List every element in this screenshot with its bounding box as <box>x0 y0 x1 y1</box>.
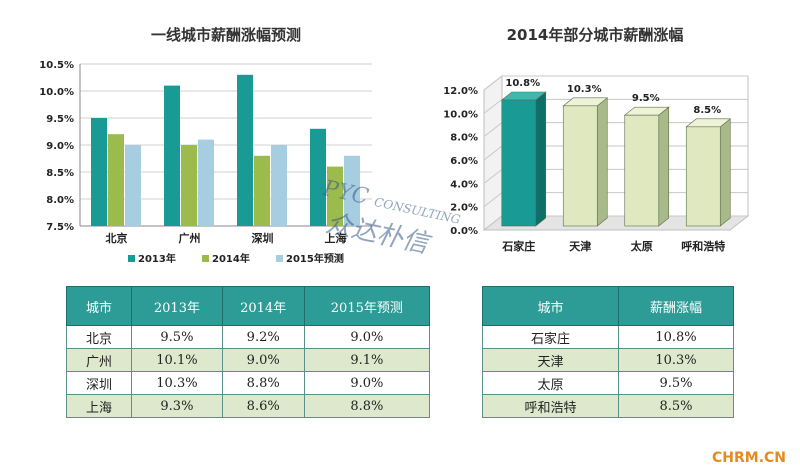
table-cell: 9.5% <box>131 325 223 349</box>
y-tick-label: 10.0% <box>443 109 478 120</box>
bar <box>562 105 598 227</box>
table-cell: 石家庄 <box>482 325 619 349</box>
right-3d-bar-chart: 2014年部分城市薪酬涨幅 0.0% 2.0% 4.0% 6.0% 8.0% 10.0% 12… <box>443 26 750 253</box>
table-cell: 10.3% <box>617 348 735 372</box>
table-cell: 9.0% <box>303 371 431 395</box>
bar <box>181 145 197 226</box>
table-row: 上海 9.3% 8.6% 8.8% <box>65 394 431 418</box>
y-tick-label: 4.0% <box>450 179 478 190</box>
table-cell: 呼和浩特 <box>482 394 619 418</box>
data-label: 10.3% <box>567 84 602 95</box>
y-tick-label: 8.5% <box>46 168 74 179</box>
x-tick-label: 北京 <box>106 231 128 245</box>
legend-label: 2013年 <box>138 252 176 265</box>
bar <box>254 155 270 226</box>
table-header: 薪酬涨幅 <box>617 286 735 326</box>
table-header: 2015年预测 <box>303 286 431 326</box>
data-label: 10.8% <box>505 78 540 89</box>
table-row: 石家庄 10.8% <box>482 325 735 349</box>
bar-side <box>596 97 608 227</box>
bar <box>237 74 253 226</box>
bar <box>91 118 107 226</box>
table-row: 呼和浩特 8.5% <box>482 394 735 418</box>
x-tick-label: 天津 <box>569 239 591 253</box>
y-tick-label: 0.0% <box>450 226 478 237</box>
table-cell: 10.3% <box>131 371 223 395</box>
bar <box>624 114 660 227</box>
legend-swatch <box>276 255 283 262</box>
y-tick-label: 10.5% <box>39 60 74 71</box>
data-label: 8.5% <box>693 105 721 116</box>
table-cell: 9.3% <box>131 394 223 418</box>
table-row: 广州 10.1% 9.0% 9.1% <box>65 348 431 372</box>
table-header: 2014年 <box>221 286 305 326</box>
table-row: 北京 9.5% 9.2% 9.0% <box>65 325 431 349</box>
city-salary-table: 城市 2013年 2014年 2015年预测 北京 9.5% 9.2% 9.0%… <box>65 286 431 418</box>
bar <box>344 155 360 226</box>
left-bar-chart: 一线城市薪酬涨幅预测 7.5% 8.0% 8.5% 9.0% 9.5% 10.0% 10.5%… <box>39 26 372 265</box>
x-tick-label: 广州 <box>179 231 201 245</box>
bar-side <box>658 106 670 227</box>
y-tick-label: 8.0% <box>46 195 74 206</box>
chart-title: 一线城市薪酬涨幅预测 <box>151 26 301 44</box>
gridline <box>483 98 748 114</box>
legend-label: 2014年 <box>212 252 250 265</box>
bar <box>501 99 537 227</box>
table-cell: 8.8% <box>221 371 305 395</box>
table-cell: 北京 <box>65 325 133 349</box>
legend-swatch <box>128 255 135 262</box>
table-cell: 天津 <box>482 348 619 372</box>
bar <box>108 134 124 226</box>
y-tick-label: 8.0% <box>450 133 478 144</box>
table-row: 深圳 10.3% 8.8% 9.0% <box>65 371 431 395</box>
table-cell: 太原 <box>482 371 619 395</box>
x-tick-label: 深圳 <box>252 231 274 245</box>
y-tick-label: 2.0% <box>450 203 478 214</box>
y-tick-label: 6.0% <box>450 156 478 167</box>
table-cell: 9.2% <box>221 325 305 349</box>
gridline <box>483 75 748 91</box>
table-cell: 广州 <box>65 348 133 372</box>
bar <box>271 145 287 226</box>
chart-title: 2014年部分城市薪酬涨幅 <box>507 26 684 44</box>
city-raise-table: 城市 薪酬涨幅 石家庄 10.8% 天津 10.3% 太原 9.5% 呼和浩特 … <box>482 286 735 418</box>
table-cell: 9.1% <box>303 348 431 372</box>
x-tick-label: 呼和浩特 <box>681 239 725 253</box>
table-cell: 深圳 <box>65 371 133 395</box>
table-row: 天津 10.3% <box>482 348 735 372</box>
table-header: 城市 <box>65 286 133 326</box>
data-label: 9.5% <box>632 93 660 104</box>
table-cell: 8.5% <box>617 394 735 418</box>
table-cell: 8.6% <box>221 394 305 418</box>
bar <box>327 166 343 226</box>
table-cell: 10.8% <box>617 325 735 349</box>
x-tick-label: 石家庄 <box>501 239 535 253</box>
table-cell: 8.8% <box>303 394 431 418</box>
table-header: 2013年 <box>131 286 223 326</box>
y-tick-label: 12.0% <box>443 86 478 97</box>
table-cell: 10.1% <box>131 348 223 372</box>
bar-side <box>535 91 547 227</box>
table-row: 太原 9.5% <box>482 371 735 395</box>
table-cell: 上海 <box>65 394 133 418</box>
table-cell: 9.0% <box>221 348 305 372</box>
table-header: 城市 <box>482 286 619 326</box>
x-tick-label: 太原 <box>630 239 653 253</box>
bar <box>125 145 141 226</box>
legend-label: 2015年预测 <box>286 252 344 265</box>
bar <box>164 85 180 226</box>
y-tick-label: 9.5% <box>46 114 74 125</box>
table-cell: 9.0% <box>303 325 431 349</box>
bar-side <box>719 118 731 227</box>
table-cell: 9.5% <box>617 371 735 395</box>
y-tick-label: 7.5% <box>46 222 74 233</box>
footer-logo: CHRM.CN <box>711 450 786 466</box>
y-tick-label: 9.0% <box>46 141 74 152</box>
bar <box>685 126 721 227</box>
y-tick-label: 10.0% <box>39 87 74 98</box>
bar <box>310 128 326 226</box>
bar <box>198 139 214 226</box>
x-tick-label: 上海 <box>325 231 347 245</box>
legend-swatch <box>202 255 209 262</box>
